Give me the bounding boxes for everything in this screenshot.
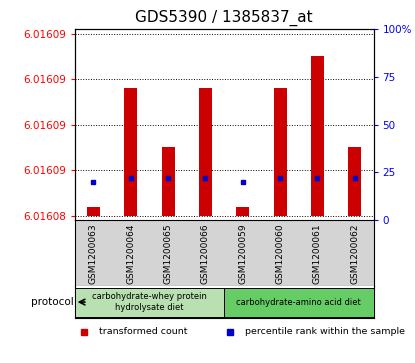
Bar — [224, 288, 374, 317]
Text: GSM1200063: GSM1200063 — [89, 224, 98, 284]
Text: transformed count: transformed count — [99, 327, 187, 337]
Text: carbohydrate-whey protein
hydrolysate diet: carbohydrate-whey protein hydrolysate di… — [92, 292, 207, 312]
Bar — [311, 56, 324, 216]
Bar — [348, 147, 361, 216]
Text: protocol: protocol — [31, 297, 74, 307]
Bar — [273, 88, 287, 216]
Bar — [87, 207, 100, 216]
Text: carbohydrate-amino acid diet: carbohydrate-amino acid diet — [237, 298, 361, 307]
Bar — [236, 207, 249, 216]
Text: GSM1200059: GSM1200059 — [238, 224, 247, 284]
Text: GSM1200066: GSM1200066 — [201, 224, 210, 284]
Text: GSM1200064: GSM1200064 — [126, 224, 135, 284]
Text: GSM1200062: GSM1200062 — [350, 224, 359, 284]
Bar — [199, 88, 212, 216]
Text: percentile rank within the sample: percentile rank within the sample — [245, 327, 405, 337]
Title: GDS5390 / 1385837_at: GDS5390 / 1385837_at — [135, 10, 313, 26]
Text: GSM1200065: GSM1200065 — [164, 224, 173, 284]
Text: GSM1200060: GSM1200060 — [276, 224, 285, 284]
Bar — [161, 147, 175, 216]
Bar — [124, 88, 137, 216]
Text: GSM1200061: GSM1200061 — [313, 224, 322, 284]
Bar — [75, 288, 224, 317]
